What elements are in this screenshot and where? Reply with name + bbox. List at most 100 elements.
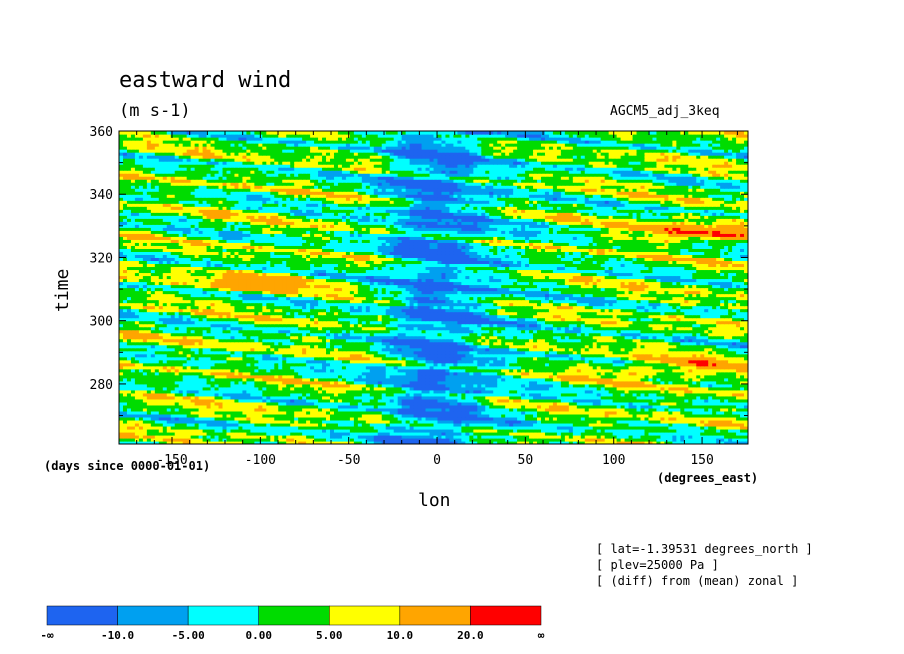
field-cell xyxy=(298,383,303,388)
field-cell xyxy=(461,413,466,418)
field-cell xyxy=(170,383,176,388)
field-cell xyxy=(397,389,403,394)
field-cell xyxy=(158,380,164,385)
field-cell xyxy=(122,401,128,406)
field-cell xyxy=(314,395,319,400)
field-cell xyxy=(182,377,188,382)
field-cell xyxy=(736,416,741,421)
field-cell xyxy=(119,434,124,439)
field-cell xyxy=(692,380,697,385)
field-cell xyxy=(600,404,606,409)
field-cell xyxy=(329,419,335,424)
field-cell xyxy=(509,407,514,412)
field-cell xyxy=(337,419,343,424)
field-cell xyxy=(381,419,387,424)
field-cell xyxy=(369,407,375,412)
field-cell xyxy=(222,389,228,394)
field-cell xyxy=(688,398,693,403)
field-cell xyxy=(568,383,574,388)
field-cell xyxy=(174,389,180,394)
field-cell xyxy=(740,410,745,415)
field-cell xyxy=(377,422,383,427)
field-cell xyxy=(357,416,363,421)
field-cell xyxy=(481,434,486,439)
field-cell xyxy=(720,404,725,409)
field-cell xyxy=(242,434,247,439)
field-cell xyxy=(353,440,359,444)
field-cell xyxy=(696,407,701,412)
field-cell xyxy=(174,422,180,427)
field-cell xyxy=(314,422,319,427)
field-cell xyxy=(210,416,216,421)
field-cell xyxy=(381,434,387,439)
field-cell xyxy=(636,434,642,439)
field-cell xyxy=(142,434,148,439)
field-cell xyxy=(716,404,721,409)
field-cell xyxy=(270,431,275,436)
field-cell xyxy=(290,401,295,406)
field-cell xyxy=(333,395,339,400)
field-cell xyxy=(676,401,681,406)
field-cell xyxy=(130,401,136,406)
field-cell xyxy=(329,383,335,388)
field-cell xyxy=(652,383,658,388)
field-cell xyxy=(405,422,411,427)
field-cell xyxy=(457,419,462,424)
field-cell xyxy=(290,389,295,394)
field-cell xyxy=(676,386,681,391)
field-cell xyxy=(612,410,618,415)
field-cell xyxy=(322,401,327,406)
field-cell xyxy=(373,416,379,421)
field-cell xyxy=(178,431,184,436)
field-cell xyxy=(521,440,526,444)
field-cell xyxy=(333,425,339,430)
field-cell xyxy=(660,434,665,439)
field-cell xyxy=(489,386,494,391)
field-cell xyxy=(302,413,307,418)
field-cell xyxy=(290,410,295,415)
field-cell xyxy=(266,377,271,382)
field-cell xyxy=(680,413,685,418)
field-cell xyxy=(357,428,363,433)
field-cell xyxy=(214,389,220,394)
field-cell xyxy=(278,431,283,436)
field-cell xyxy=(250,389,255,394)
field-cell xyxy=(166,431,172,436)
field-cell xyxy=(302,395,307,400)
field-cell xyxy=(461,389,466,394)
field-cell xyxy=(254,431,259,436)
field-cell xyxy=(473,413,478,418)
field-cell xyxy=(445,407,451,412)
field-cell xyxy=(381,416,387,421)
field-cell xyxy=(576,416,582,421)
field-cell xyxy=(385,431,391,436)
field-cell xyxy=(616,410,622,415)
field-cell xyxy=(712,401,717,406)
field-cell xyxy=(146,413,152,418)
field-cell xyxy=(222,395,228,400)
field-cell xyxy=(584,404,590,409)
field-cell xyxy=(282,440,287,444)
field-cell xyxy=(616,413,622,418)
field-cell xyxy=(385,401,391,406)
field-cell xyxy=(720,386,725,391)
field-cell xyxy=(258,434,263,439)
field-cell xyxy=(222,419,228,424)
field-cell xyxy=(138,422,144,427)
field-cell xyxy=(270,413,275,418)
field-cell xyxy=(401,422,407,427)
field-cell xyxy=(290,398,295,403)
field-cell xyxy=(266,404,271,409)
field-cell xyxy=(345,380,351,385)
field-cell xyxy=(270,395,275,400)
field-cell xyxy=(401,386,407,391)
field-cell xyxy=(369,431,375,436)
field-cell xyxy=(552,425,558,430)
field-cell xyxy=(310,389,315,394)
field-cell xyxy=(210,410,216,415)
field-cell xyxy=(700,389,705,394)
field-cell xyxy=(712,386,717,391)
field-cell xyxy=(206,422,212,427)
field-cell xyxy=(294,425,299,430)
field-cell xyxy=(126,416,132,421)
